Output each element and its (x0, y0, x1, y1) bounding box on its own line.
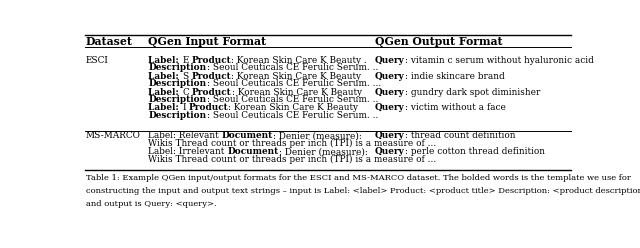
Text: S: S (182, 72, 189, 81)
Text: : Korean Skin Care K Beauty: : Korean Skin Care K Beauty (232, 88, 362, 96)
Text: Description: Description (148, 111, 207, 120)
Text: Description: Description (148, 79, 207, 88)
Text: constructing the input and output text strings – input is Label: <label> Product: constructing the input and output text s… (86, 187, 640, 195)
Text: Query: Query (375, 88, 405, 96)
Text: MS-MARCO: MS-MARCO (86, 131, 141, 140)
Text: I: I (182, 103, 186, 112)
Text: : thread count definition: : thread count definition (405, 131, 515, 140)
Text: Query: Query (375, 72, 405, 81)
Text: : Seoul Ceuticals CE Ferulic Serum. ...: : Seoul Ceuticals CE Ferulic Serum. ... (207, 79, 381, 88)
Text: Query: Query (375, 131, 405, 140)
Text: : victim without a face: : victim without a face (405, 103, 506, 112)
Text: Description: Description (148, 63, 207, 72)
Text: : Denier (measure):: : Denier (measure): (273, 131, 362, 140)
Text: Document: Document (228, 147, 279, 156)
Text: Label: Relevant: Label: Relevant (148, 131, 222, 140)
Text: Query: Query (375, 103, 405, 112)
Text: Product: Product (189, 103, 228, 112)
Text: : Korean Skin Care K Beauty: : Korean Skin Care K Beauty (231, 72, 361, 81)
Text: C: C (182, 88, 189, 96)
Text: Wikis Thread count or threads per inch (TPI) is a measure of ...: Wikis Thread count or threads per inch (… (148, 155, 436, 164)
Text: QGen Input Format: QGen Input Format (148, 36, 267, 47)
Text: Product: Product (192, 88, 232, 96)
Text: Label: Irrelevant: Label: Irrelevant (148, 147, 228, 156)
Text: QGen Output Format: QGen Output Format (375, 36, 503, 47)
Text: Wikis Thread count or threads per inch (TPI) is a measure of ...: Wikis Thread count or threads per inch (… (148, 139, 436, 148)
Text: Description: Description (148, 95, 207, 104)
Text: : perle cotton thread definition: : perle cotton thread definition (405, 147, 545, 156)
Text: ESCI: ESCI (86, 56, 109, 65)
Text: : vitamin c serum without hyaluronic acid: : vitamin c serum without hyaluronic aci… (405, 56, 594, 65)
Text: : Seoul Ceuticals CE Ferulic Serum. ..: : Seoul Ceuticals CE Ferulic Serum. .. (207, 111, 378, 120)
Text: E: E (182, 56, 189, 65)
Text: Document: Document (222, 131, 273, 140)
Text: : Seoul Ceuticals CE Ferulic Serum. ..: : Seoul Ceuticals CE Ferulic Serum. .. (207, 95, 378, 104)
Text: : Seoul Ceuticals CE Ferulic Serum. ..: : Seoul Ceuticals CE Ferulic Serum. .. (207, 63, 378, 72)
Text: : Korean Skin Care K Beauty .: : Korean Skin Care K Beauty . (231, 56, 367, 65)
Text: Label:: Label: (148, 88, 182, 96)
Text: Query: Query (375, 56, 405, 65)
Text: Label:: Label: (148, 103, 182, 112)
Text: Query: Query (375, 147, 405, 156)
Text: Product: Product (191, 72, 231, 81)
Text: Label:: Label: (148, 72, 182, 81)
Text: Product: Product (191, 56, 231, 65)
Text: : Denier (measure):: : Denier (measure): (279, 147, 368, 156)
Text: : gundry dark spot diminisher: : gundry dark spot diminisher (405, 88, 540, 96)
Text: : indie skincare brand: : indie skincare brand (405, 72, 504, 81)
Text: Label:: Label: (148, 56, 182, 65)
Text: and output is Query: <query>.: and output is Query: <query>. (86, 200, 216, 209)
Text: : Korean Skin Care K Beauty: : Korean Skin Care K Beauty (228, 103, 358, 112)
Text: Dataset: Dataset (86, 36, 133, 47)
Text: Table 1: Example QGen input/output formats for the ESCI and MS-MARCO dataset. Th: Table 1: Example QGen input/output forma… (86, 174, 631, 182)
